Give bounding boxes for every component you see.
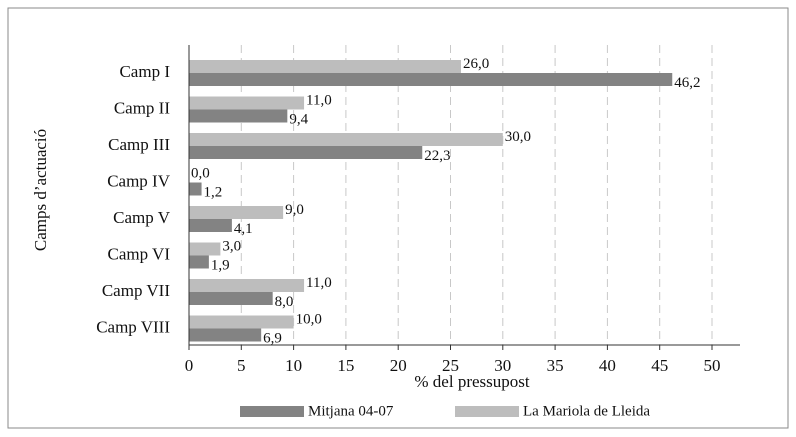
value-label: 30,0: [505, 129, 531, 145]
value-label: 6,9: [263, 330, 282, 346]
x-tick-label: 5: [237, 356, 246, 375]
bar: [189, 279, 305, 292]
value-label: 1,2: [204, 184, 223, 200]
x-tick-label: 30: [494, 356, 511, 375]
y-tick-label: Camp II: [114, 98, 171, 117]
bar: [189, 242, 221, 256]
bar: [189, 255, 209, 269]
x-tick-label: 0: [185, 356, 194, 375]
x-tick-label: 15: [337, 356, 354, 375]
value-label: 1,9: [211, 257, 230, 273]
x-axis-label: % del pressupost: [414, 372, 529, 391]
y-tick-label: Camp VIII: [96, 317, 170, 336]
y-tick-label: Camp IV: [107, 171, 171, 190]
value-label: 3,0: [222, 238, 241, 254]
bar: [189, 182, 202, 196]
value-label: 26,0: [463, 56, 489, 72]
bar: [189, 219, 232, 232]
value-label: 22,3: [424, 148, 450, 164]
y-tick-label: Camp III: [108, 135, 170, 154]
value-label: 9,4: [289, 111, 308, 127]
x-tick-label: 20: [390, 356, 407, 375]
y-tick-label: Camp VI: [108, 244, 171, 263]
bar: [189, 146, 423, 159]
x-tick-label: 10: [285, 356, 302, 375]
x-tick-label: 35: [547, 356, 564, 375]
y-tick-label: Camp VII: [102, 281, 170, 300]
legend-label: La Mariola de Lleida: [523, 403, 650, 419]
value-label: 8,0: [275, 294, 294, 310]
y-tick-label: Camp V: [113, 208, 171, 227]
value-label: 9,0: [285, 202, 304, 218]
x-tick-label: 45: [651, 356, 668, 375]
y-tick-label: Camp I: [119, 62, 170, 81]
bar: [189, 109, 288, 123]
bar: [189, 133, 503, 146]
value-label: 11,0: [306, 92, 332, 108]
bar: [189, 73, 673, 86]
value-label: 11,0: [306, 275, 332, 291]
x-tick-label: 50: [704, 356, 721, 375]
bar: [189, 292, 273, 305]
legend-swatch: [455, 406, 519, 417]
legend-swatch: [240, 406, 304, 417]
x-tick-label: 40: [599, 356, 616, 375]
bar: [189, 96, 305, 110]
value-label: 4,1: [234, 221, 253, 237]
bar: [189, 315, 294, 329]
value-label: 0,0: [191, 165, 210, 181]
value-label: 10,0: [296, 311, 322, 327]
x-tick-label: 25: [442, 356, 459, 375]
legend-label: Mitjana 04-07: [308, 403, 394, 419]
value-label: 46,2: [674, 75, 700, 91]
bar: [189, 206, 284, 219]
bar: [189, 60, 461, 73]
y-axis-label: Camps d’actuació: [31, 129, 50, 251]
bar: [189, 328, 262, 342]
